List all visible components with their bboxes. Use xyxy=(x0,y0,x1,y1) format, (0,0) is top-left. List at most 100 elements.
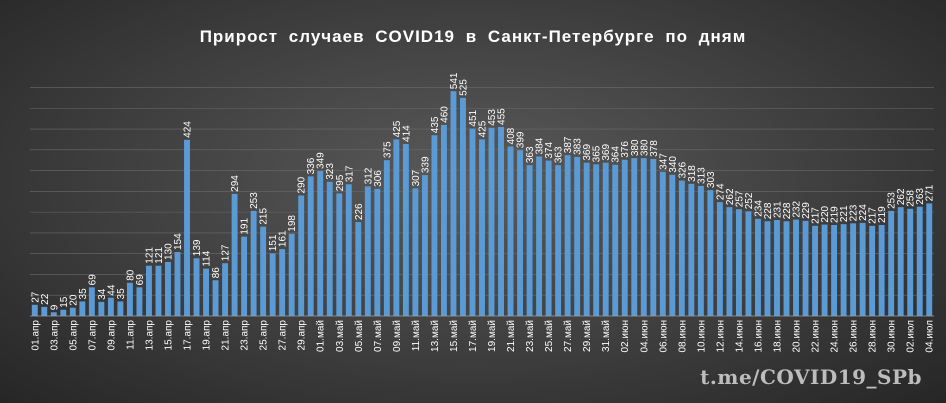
x-tick-label: 27.апр xyxy=(278,320,289,351)
data-label: 121 xyxy=(154,247,165,264)
bar xyxy=(364,186,371,316)
bar xyxy=(669,174,676,316)
bar xyxy=(317,170,324,316)
bar xyxy=(812,225,819,316)
bar xyxy=(107,297,114,316)
x-tick-label: 11.апр xyxy=(125,320,136,350)
bar xyxy=(707,190,714,316)
data-label: 294 xyxy=(230,175,241,192)
bar xyxy=(260,226,267,316)
data-label: 378 xyxy=(649,140,660,157)
bar xyxy=(878,225,885,316)
bar xyxy=(583,162,590,316)
data-label: 363 xyxy=(525,146,536,163)
bar xyxy=(926,203,933,316)
data-label: 35 xyxy=(78,288,89,300)
data-label: 69 xyxy=(87,274,98,286)
bar xyxy=(79,301,86,316)
bar xyxy=(60,309,67,316)
x-tick-label: 27.май xyxy=(563,320,574,352)
x-tick-label: 13.май xyxy=(430,320,441,352)
x-tick-labels: 01.апр 03.апр 05.апр 07.апр 09.апр 11.апр 13.а… xyxy=(30,320,935,353)
data-label: 336 xyxy=(306,157,317,174)
bar xyxy=(536,156,543,316)
data-label: 414 xyxy=(401,125,412,142)
chart-title: Прирост случаев COVID19 в Санкт-Петербур… xyxy=(199,27,747,46)
bar xyxy=(564,155,571,316)
data-label: 375 xyxy=(382,141,393,158)
data-label: 258 xyxy=(906,190,917,207)
bar xyxy=(697,185,704,316)
x-tick-label: 07.май xyxy=(373,320,384,352)
x-tick-label: 06.июн xyxy=(658,320,669,353)
data-label: 151 xyxy=(268,234,279,251)
bar xyxy=(764,221,771,316)
bar xyxy=(555,165,562,316)
data-label: 217 xyxy=(811,207,822,224)
x-tick-label: 26.июн xyxy=(849,320,860,353)
x-tick-label: 30.июн xyxy=(887,320,898,353)
data-label: 253 xyxy=(249,192,260,209)
data-label: 130 xyxy=(163,243,174,260)
data-label: 86 xyxy=(211,267,222,279)
bar xyxy=(640,158,647,316)
bar xyxy=(203,268,209,316)
bar xyxy=(279,249,286,316)
x-tick-label: 04.июн xyxy=(639,320,650,353)
data-label: 290 xyxy=(297,176,308,193)
x-tick-label: 28.июн xyxy=(868,320,879,353)
bar xyxy=(393,139,400,316)
bar xyxy=(155,265,162,316)
bar xyxy=(31,304,38,316)
data-label: 541 xyxy=(449,72,460,89)
data-label: 307 xyxy=(411,169,422,186)
bar xyxy=(612,164,619,316)
data-label: 303 xyxy=(706,171,717,188)
x-tick-label: 25.апр xyxy=(259,320,270,351)
bar xyxy=(574,156,581,316)
x-tick-label: 22.июн xyxy=(811,320,822,353)
bar xyxy=(269,253,276,316)
data-label: 387 xyxy=(563,136,574,153)
bar xyxy=(602,162,609,316)
data-label: 339 xyxy=(420,156,431,173)
bar xyxy=(50,312,57,316)
bar xyxy=(859,222,866,316)
data-label: 369 xyxy=(582,144,593,161)
data-label: 34 xyxy=(97,288,108,300)
x-tick-label: 02.июн xyxy=(620,320,631,353)
x-tick-label: 02.июл xyxy=(906,320,917,353)
bar xyxy=(355,222,362,316)
x-tick-label: 16.июн xyxy=(753,320,764,353)
data-label: 229 xyxy=(801,202,812,219)
bar xyxy=(450,91,457,316)
data-label: 365 xyxy=(592,145,603,162)
x-tick-label: 31.май xyxy=(601,320,612,352)
x-tick-label: 05.апр xyxy=(68,320,79,351)
data-label: 198 xyxy=(287,215,298,232)
bar xyxy=(678,180,685,316)
bar xyxy=(479,139,485,316)
x-tick-label: 17.апр xyxy=(183,320,194,351)
x-tick-label: 12.июн xyxy=(715,320,726,353)
bar xyxy=(98,301,105,316)
data-label: 114 xyxy=(202,250,213,266)
data-label: 262 xyxy=(725,188,736,205)
data-label: 22 xyxy=(40,293,51,305)
data-label: 318 xyxy=(687,165,698,182)
bar xyxy=(165,261,171,316)
data-label: 347 xyxy=(658,153,669,170)
bar xyxy=(469,128,476,316)
bar xyxy=(745,211,752,316)
data-labels: 2722915203569344435806912112113015442413… xyxy=(30,72,935,310)
x-tick-label: 15.апр xyxy=(163,320,174,351)
data-label: 220 xyxy=(820,205,831,222)
bar xyxy=(907,208,914,316)
bar xyxy=(174,252,181,316)
x-tick-label: 04.июл xyxy=(925,320,936,353)
x-tick-label: 29.май xyxy=(582,320,593,352)
bar xyxy=(117,301,124,316)
bar xyxy=(821,224,828,316)
bar xyxy=(726,207,733,316)
